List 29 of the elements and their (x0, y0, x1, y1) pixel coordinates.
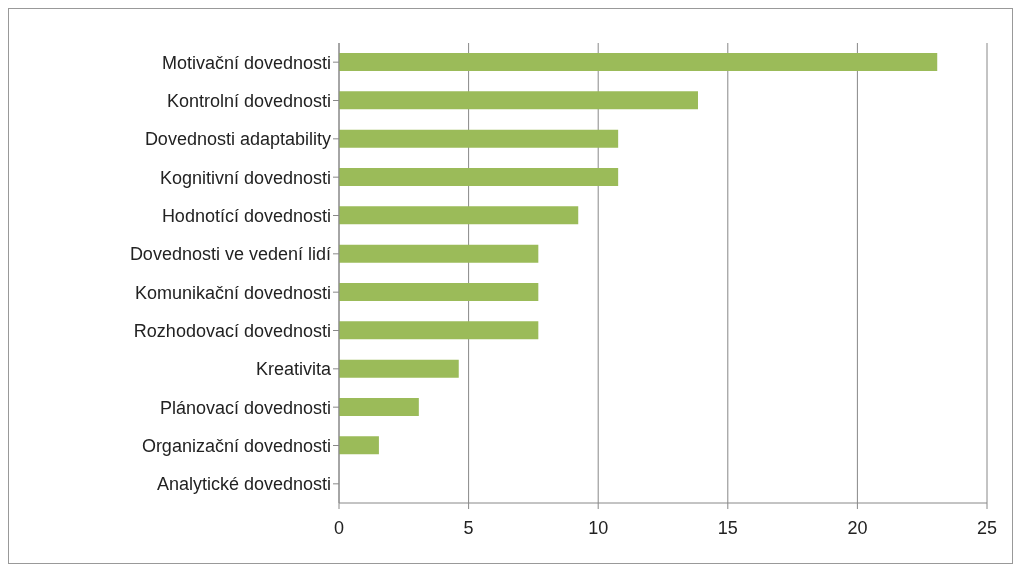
y-tick-label: Dovednosti ve vedení lidí (129, 244, 331, 265)
y-tick-label: Analytické dovednosti (156, 474, 331, 495)
y-tick-label: Plánovací dovednosti (159, 397, 331, 418)
y-tick-label: Motivační dovednosti (161, 52, 331, 73)
bar (339, 398, 419, 416)
bar (339, 283, 539, 301)
y-tick-label: Rozhodovací dovednosti (133, 320, 331, 341)
y-tick-label: Organizační dovednosti (141, 435, 331, 456)
bar (339, 53, 938, 71)
bar (339, 206, 579, 225)
x-tick-label: 15 (717, 517, 738, 538)
bar (339, 436, 379, 455)
y-tick-label: Komunikační dovednosti (134, 282, 331, 303)
x-tick-label: 5 (463, 517, 474, 538)
x-tick-label: 0 (333, 517, 345, 538)
bar (339, 359, 459, 378)
y-tick-label: Kreativita (255, 359, 332, 380)
bar (339, 129, 619, 148)
x-tick-label: 10 (588, 517, 609, 538)
bar (339, 168, 619, 186)
y-tick-label: Hodnotící dovednosti (161, 205, 331, 226)
y-tick-label: Kognitivní dovednosti (159, 167, 331, 188)
y-tick-label: Dovednosti adaptability (144, 129, 331, 150)
x-tick-label: 20 (847, 517, 868, 538)
bar (339, 321, 539, 340)
x-tick-label: 25 (976, 517, 998, 538)
y-tick-label: Kontrolní dovednosti (166, 90, 331, 111)
bar (339, 91, 698, 110)
bar (339, 244, 539, 263)
